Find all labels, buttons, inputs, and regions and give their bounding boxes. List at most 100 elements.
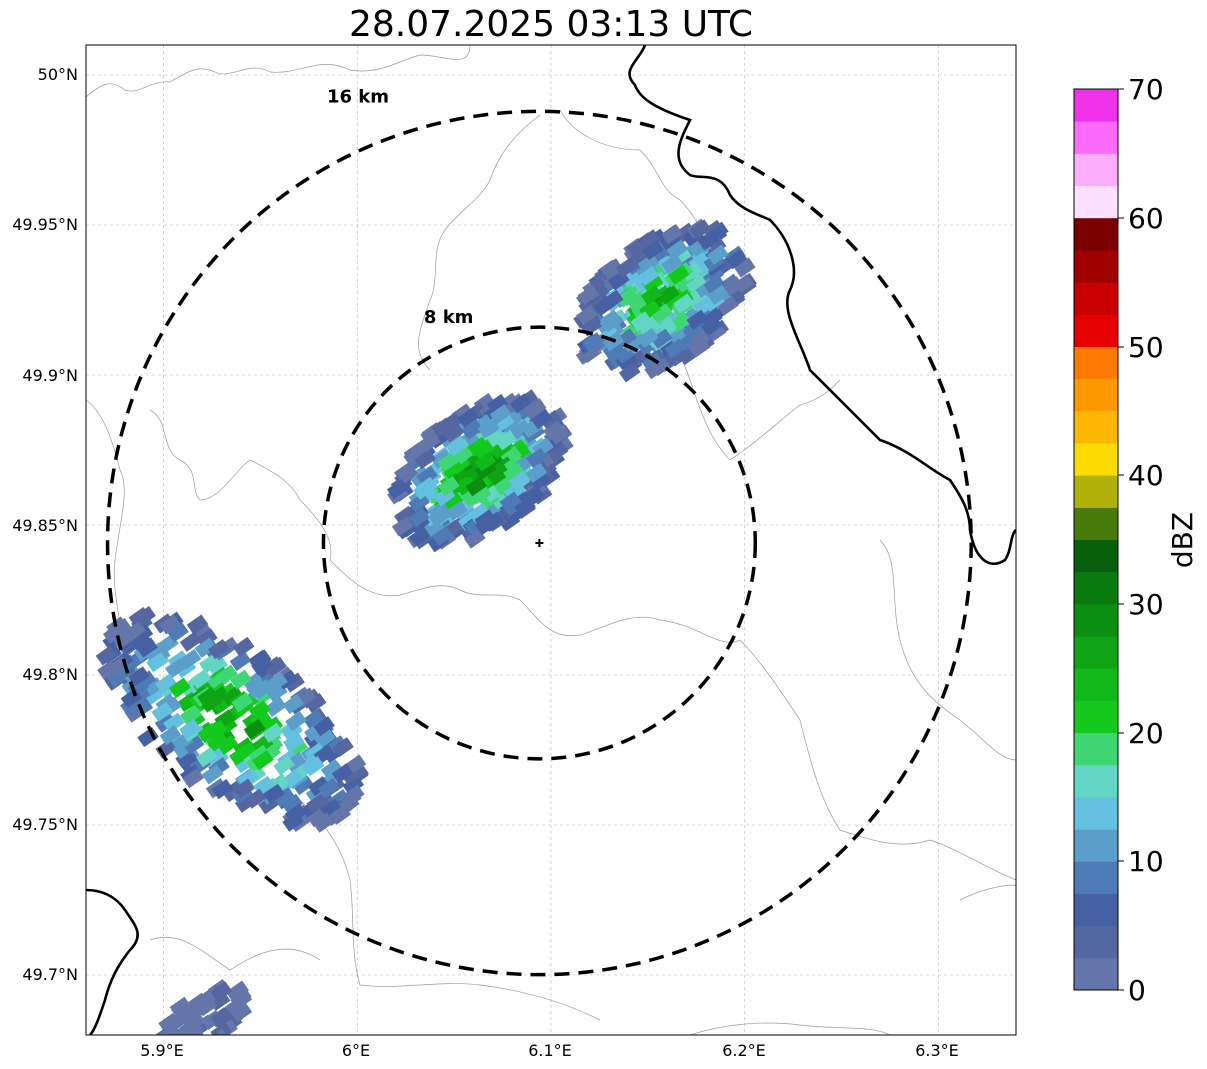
echo-pixel xyxy=(616,287,639,308)
country-border xyxy=(86,888,139,1035)
municipal-boundary xyxy=(959,884,1016,901)
colorbar-tick-label: 70 xyxy=(1128,73,1164,106)
colorbar-tick-label: 10 xyxy=(1128,845,1164,878)
municipal-boundary xyxy=(149,409,332,561)
echo-pixel xyxy=(194,637,217,658)
echo-pixel xyxy=(495,430,517,451)
echo-pixel xyxy=(180,704,202,726)
colorbar-swatch xyxy=(1074,346,1118,380)
municipal-boundary xyxy=(86,45,471,98)
echo-pixel xyxy=(461,419,484,440)
echo-pixel xyxy=(468,502,490,523)
echo-pixel xyxy=(403,443,426,464)
echo-pixel xyxy=(721,276,744,297)
echo-pixel xyxy=(221,685,244,706)
echo-pixel xyxy=(630,311,652,332)
echo-pixel xyxy=(313,716,335,737)
colorbar-swatch xyxy=(1074,282,1118,315)
colorbar-swatch xyxy=(1074,314,1118,347)
colorbar-swatch xyxy=(1074,925,1118,959)
echo-pixel xyxy=(664,338,687,359)
x-tick-label: 6.2°E xyxy=(722,1041,766,1060)
y-tick-label: 49.75°N xyxy=(12,815,78,834)
echo-pixel xyxy=(136,637,158,658)
echo-pixel xyxy=(499,491,522,512)
colorbar-frame xyxy=(1073,88,1119,991)
echo-pixel xyxy=(168,677,191,698)
echo-pixel xyxy=(137,727,159,748)
echo-pixel xyxy=(281,793,303,814)
echo-pixel xyxy=(171,999,193,1020)
echo-pixel xyxy=(230,1002,253,1023)
echo-pixel xyxy=(577,285,600,306)
echo-pixel xyxy=(703,274,725,295)
echo-pixel xyxy=(201,764,224,785)
echo-pixel xyxy=(252,750,274,771)
colorbar-swatch xyxy=(1074,539,1118,573)
y-tick-label: 49.9°N xyxy=(22,366,78,385)
echo-pixel xyxy=(725,249,748,270)
echo-northeast-cell xyxy=(573,218,757,383)
echo-pixel xyxy=(408,492,430,513)
echo-pixel xyxy=(641,272,664,294)
echo-pixel xyxy=(207,686,230,707)
echo-pixel xyxy=(618,362,641,383)
echo-pixel xyxy=(514,496,536,518)
echo-pixel xyxy=(626,237,649,258)
echo-pixel xyxy=(407,507,430,529)
echo-pixel xyxy=(306,793,329,814)
echo-pixel xyxy=(339,788,362,809)
colorbar-tick-label: 60 xyxy=(1128,202,1164,235)
echo-pixel xyxy=(197,686,219,707)
echo-pixel xyxy=(637,328,659,349)
colorbar-swatch xyxy=(1074,378,1118,412)
echo-pixel xyxy=(210,1007,233,1028)
echo-pixel xyxy=(151,701,174,722)
echo-pixel xyxy=(489,404,512,425)
echo-pixel xyxy=(548,424,571,445)
echo-pixel xyxy=(431,525,454,546)
echo-pixel xyxy=(582,332,604,353)
municipal-boundary xyxy=(739,639,1016,881)
echo-pixel xyxy=(224,997,246,1018)
echo-pixel xyxy=(167,622,189,643)
x-tick-label: 6.1°E xyxy=(528,1041,572,1060)
x-axis-ticks: 5.9°E 6°E 6.1°E 6.2°E 6.3°E xyxy=(140,1041,959,1060)
echo-pixel xyxy=(637,265,660,287)
echo-pixel xyxy=(637,315,660,336)
y-axis-ticks: 50°N 49.95°N 49.9°N 49.85°N 49.8°N 49.75… xyxy=(12,65,78,984)
echo-pixel xyxy=(641,239,664,261)
echo-pixel xyxy=(540,409,562,431)
echo-pixel xyxy=(688,290,710,311)
echo-pixel xyxy=(626,249,649,270)
echo-pixel xyxy=(308,776,330,797)
echo-pixel xyxy=(134,606,156,627)
echo-pixel xyxy=(302,708,325,730)
echo-pixel xyxy=(576,305,598,326)
echo-pixel xyxy=(263,783,285,804)
colorbar-tick-label: 40 xyxy=(1128,459,1164,492)
echo-pixel xyxy=(210,981,233,1002)
radar-site-marker xyxy=(535,539,544,547)
echo-pixel xyxy=(503,462,525,483)
echo-pixel xyxy=(438,476,460,497)
echo-pixel xyxy=(232,636,255,657)
echo-pixel xyxy=(153,1027,175,1035)
echo-pixel xyxy=(688,329,711,350)
echo-pixel xyxy=(320,798,342,819)
map-title: 28.07.2025 03:13 UTC xyxy=(348,4,754,45)
range-ring-16km xyxy=(105,109,973,977)
echo-pixel xyxy=(697,230,720,251)
echo-pixel xyxy=(474,509,497,530)
echo-pixel xyxy=(159,614,181,635)
echo-pixel xyxy=(666,239,689,260)
echo-pixel xyxy=(285,711,307,732)
colorbar-swatch xyxy=(1074,249,1118,283)
echo-pixel xyxy=(312,812,335,833)
colorbar: 0 10 20 30 40 50 60 70 dBZ xyxy=(1073,73,1199,1007)
colorbar-swatch xyxy=(1074,668,1118,701)
municipal-boundary xyxy=(418,114,541,371)
echo-pixel xyxy=(273,755,295,776)
echo-pixel xyxy=(146,652,168,673)
range-rings: 8 km 16 km xyxy=(105,87,973,977)
